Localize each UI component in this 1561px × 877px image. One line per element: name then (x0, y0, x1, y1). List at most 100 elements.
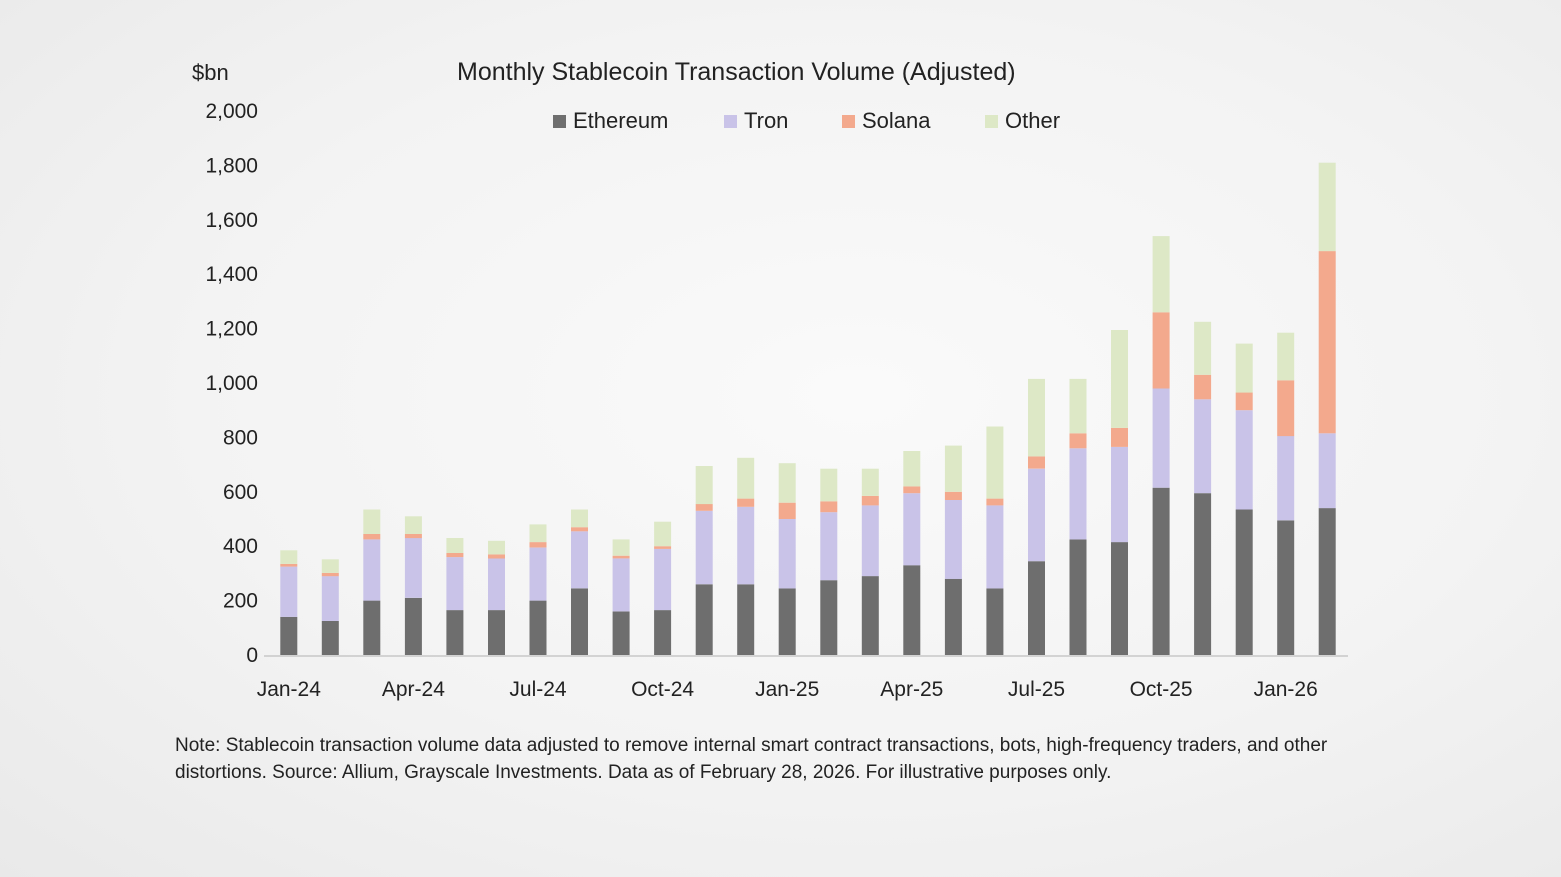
bar-segment-ethereum (861, 576, 879, 655)
bar-segment-ethereum (1194, 493, 1212, 655)
bar-segment-solana (695, 504, 713, 511)
bar-segment-tron (1194, 399, 1212, 494)
bar-segment-solana (1194, 374, 1212, 400)
legend-label: Ethereum (573, 108, 668, 133)
bar-segment-ethereum (944, 578, 962, 655)
chart-footnote: Note: Stablecoin transaction volume data… (175, 735, 1328, 783)
bar-segment-other (737, 457, 755, 499)
bar-segment-ethereum (1277, 520, 1295, 655)
bar-segment-ethereum (612, 611, 630, 655)
bar-segment-other (861, 468, 879, 496)
bar-segment-other (321, 559, 339, 573)
bar-segment-other (654, 521, 672, 547)
bar-segment-solana (280, 563, 298, 567)
bar-segment-solana (986, 498, 1004, 506)
bar-segment-solana (1152, 312, 1170, 389)
bar-segment-solana (321, 572, 339, 577)
y-tick-label: 0 (246, 644, 258, 667)
bar-segment-solana (1318, 251, 1336, 434)
bar-segment-solana (612, 555, 630, 559)
bar-segment-tron (1111, 446, 1128, 543)
bar-segment-ethereum (363, 600, 381, 655)
bar-segment-tron (986, 505, 1004, 589)
bar-segment-tron (488, 558, 505, 611)
bar-segment-other (903, 451, 921, 487)
bar-segment-other (404, 516, 422, 534)
bar-segment-tron (654, 548, 672, 611)
bar-segment-other (1318, 162, 1336, 252)
bar-segment-other (363, 509, 381, 534)
bar-segment-ethereum (654, 610, 672, 655)
legend-swatch (985, 115, 998, 128)
bar-segment-solana (1111, 427, 1128, 447)
bar-segment-ethereum (1318, 508, 1336, 655)
legend-label: Tron (744, 108, 788, 133)
bar-segment-other (1152, 236, 1170, 313)
bar-segment-solana (820, 501, 838, 513)
y-tick-label: 1,800 (205, 154, 258, 177)
bar-segment-ethereum (488, 610, 505, 655)
bar-segment-other (1277, 332, 1295, 381)
bar-segment-tron (612, 558, 630, 612)
bar-segment-tron (778, 519, 796, 589)
legend-swatch (553, 115, 566, 128)
y-tick-label: 600 (223, 481, 258, 504)
bar-segment-solana (903, 486, 921, 494)
chart-title: Monthly Stablecoin Transaction Volume (A… (457, 58, 1016, 86)
bar-segment-tron (737, 506, 755, 585)
bar-segment-ethereum (446, 610, 464, 655)
y-tick-label: 200 (223, 590, 258, 613)
legend-label: Other (1005, 108, 1060, 133)
y-tick-label: 400 (223, 535, 258, 558)
bar-segment-tron (1277, 436, 1295, 521)
bar-segment-tron (695, 510, 713, 585)
bar-segment-solana (363, 534, 381, 540)
bar-segment-tron (1028, 468, 1045, 562)
legend-swatch (724, 115, 737, 128)
bar-segment-tron (944, 500, 962, 579)
bar-segment-ethereum (1152, 487, 1170, 655)
bar-segment-tron (404, 538, 422, 598)
bar-segment-other (944, 445, 962, 492)
bar-segment-tron (1318, 433, 1336, 509)
bar-segment-ethereum (695, 584, 713, 655)
x-tick-label: Apr-25 (880, 678, 943, 701)
bar-segment-tron (571, 531, 588, 589)
bar-segment-solana (1235, 392, 1253, 411)
legend-item-solana: Solana (842, 108, 931, 133)
bar-segment-other (1235, 343, 1253, 393)
bar-segment-ethereum (1069, 539, 1087, 655)
bar-segment-tron (903, 493, 921, 566)
legend-label: Solana (862, 108, 931, 133)
y-tick-label: 1,200 (205, 318, 258, 341)
y-tick-label: 1,000 (205, 372, 258, 395)
x-tick-label: Jan-24 (257, 678, 322, 701)
x-tick-label: Oct-24 (631, 678, 694, 701)
bar-segment-ethereum (1028, 561, 1045, 655)
bar-segment-tron (529, 547, 547, 601)
y-tick-label: 1,400 (205, 263, 258, 286)
legend-item-tron: Tron (724, 108, 788, 133)
x-tick-label: Oct-25 (1130, 678, 1193, 701)
bar-segment-tron (321, 576, 339, 621)
bar-segment-ethereum (903, 565, 921, 655)
bar-segment-solana (571, 527, 588, 532)
bar-segment-other (695, 466, 713, 505)
bar-segment-other (488, 540, 505, 555)
bar-segment-ethereum (280, 616, 298, 655)
x-tick-label: Jan-26 (1254, 678, 1318, 701)
bar-segment-solana (778, 502, 796, 519)
bar-segment-tron (820, 512, 838, 581)
bar-segment-solana (1277, 380, 1295, 437)
bar-segment-ethereum (571, 588, 588, 655)
bar-segment-solana (488, 554, 505, 559)
bar-segment-other (1028, 378, 1045, 457)
bar-segment-tron (861, 505, 879, 577)
bar-segment-other (1194, 321, 1212, 375)
x-tick-label: Jan-25 (755, 678, 819, 701)
bar-segment-solana (861, 495, 879, 506)
bar-segment-ethereum (404, 597, 422, 655)
bar-segment-solana (944, 491, 962, 500)
